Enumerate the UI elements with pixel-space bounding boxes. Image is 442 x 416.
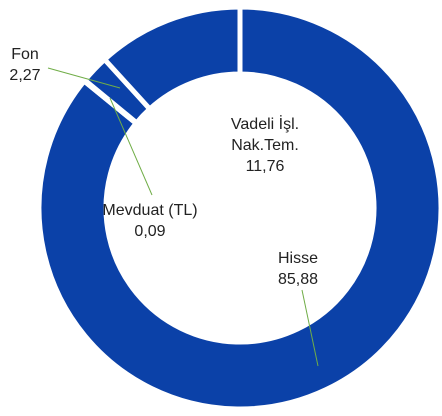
value-label: 0,09 — [134, 223, 166, 240]
value-label: 2,27 — [9, 67, 41, 84]
donut-segment — [36, 4, 442, 412]
leader-line — [109, 97, 153, 196]
leader-line — [47, 67, 121, 89]
donut-segment — [101, 4, 243, 113]
data-label: Vadeli İşl. Nak.Tem. 11,76 — [200, 114, 330, 177]
category-label: Fon — [11, 46, 39, 63]
data-label: Hisse 85,88 — [260, 248, 336, 290]
data-label: Mevduat (TL) 0,09 — [100, 200, 200, 242]
category-label: Hisse — [277, 250, 318, 267]
leader-line — [301, 289, 319, 367]
value-label: 11,76 — [245, 158, 285, 175]
category-label: Mevduat (TL) — [102, 202, 198, 219]
data-label: Fon 2,27 — [0, 44, 50, 86]
category-label: Vadeli İşl. Nak.Tem. — [230, 116, 300, 154]
value-label: 85,88 — [277, 271, 319, 288]
